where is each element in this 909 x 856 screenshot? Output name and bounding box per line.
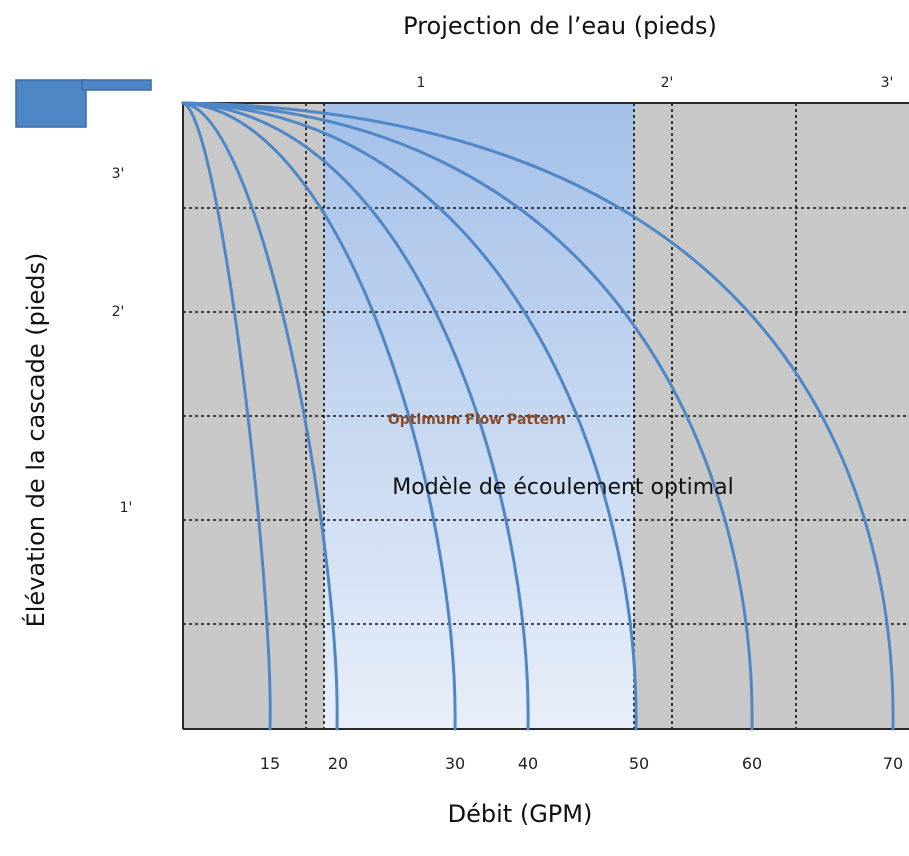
left-tick-label: 1' — [120, 500, 133, 516]
bottom-axis-title: Débit (GPM) — [448, 800, 593, 828]
flow-tick-label-15: 15 — [260, 754, 280, 773]
top-tick-label: 2' — [661, 75, 674, 91]
flow-tick-label-70: 70 — [883, 754, 903, 773]
flow-tick-labels: 15 20 30 40 50 60 70 — [260, 754, 903, 773]
flow-tick-label-50: 50 — [629, 754, 649, 773]
flow-tick-label-30: 30 — [445, 754, 465, 773]
left-axis-title: Élévation de la cascade (pieds) — [21, 253, 50, 628]
left-tick-label: 2' — [112, 304, 125, 320]
top-tick-label: 3' — [881, 75, 894, 91]
optimum-label-en: Optimum Flow Pattern — [388, 412, 566, 428]
left-tick-label: 3' — [112, 166, 125, 182]
top-axis-title: Projection de l’eau (pieds) — [403, 12, 717, 40]
flow-tick-label-60: 60 — [742, 754, 762, 773]
flow-tick-label-20: 20 — [328, 754, 348, 773]
top-tick-label: 1 — [417, 75, 426, 91]
optimum-label-fr: Modèle de écoulement optimal — [392, 475, 733, 500]
spillway-icon — [16, 80, 151, 127]
flow-tick-label-40: 40 — [518, 754, 538, 773]
